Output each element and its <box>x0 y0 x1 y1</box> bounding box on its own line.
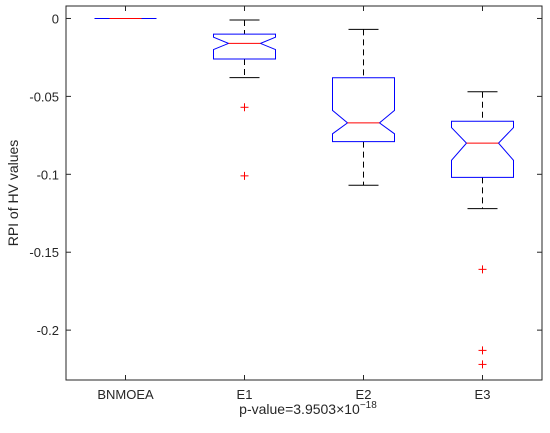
y-tick-label: -0.15 <box>29 245 59 260</box>
box-group-e3 <box>451 91 514 369</box>
notched-box-e3 <box>451 120 514 178</box>
x-tick-label: E3 <box>475 387 491 402</box>
x-tick-label: BNMOEA <box>97 387 154 402</box>
outlier-e1-2 <box>240 171 249 180</box>
outlier-e3-2 <box>478 346 487 355</box>
y-tick-label: -0.05 <box>29 89 59 104</box>
x-axis-label-prefix: p-value= <box>239 401 293 417</box>
y-tick-label: -0.1 <box>37 167 59 182</box>
notched-box-e2 <box>332 77 395 143</box>
x-axis-label-value: 3.9503×10 <box>293 401 360 417</box>
x-axis-label-exponent: −18 <box>360 400 377 411</box>
y-axis-label: RPI of HV values <box>5 140 21 247</box>
x-tick-label: E1 <box>237 387 253 402</box>
plot-frame <box>65 5 543 381</box>
y-tick-label: -0.2 <box>37 323 59 338</box>
outlier-e3-3 <box>478 360 487 369</box>
plot-area <box>94 17 514 369</box>
box-group-e2 <box>332 28 395 186</box>
outlier-e1-1 <box>240 103 249 112</box>
x-tick-label: E2 <box>356 387 372 402</box>
x-axis-label: p-value=3.9503×10−18 <box>239 400 377 417</box>
axes: 0 -0.05 -0.1 -0.15 -0.2 BNMOEA E1 E2 E3 <box>29 5 543 402</box>
y-tick-label: 0 <box>52 11 59 26</box>
outlier-e3-1 <box>478 265 487 274</box>
notched-box-e1 <box>213 33 276 60</box>
box-group-e1 <box>213 19 276 180</box>
